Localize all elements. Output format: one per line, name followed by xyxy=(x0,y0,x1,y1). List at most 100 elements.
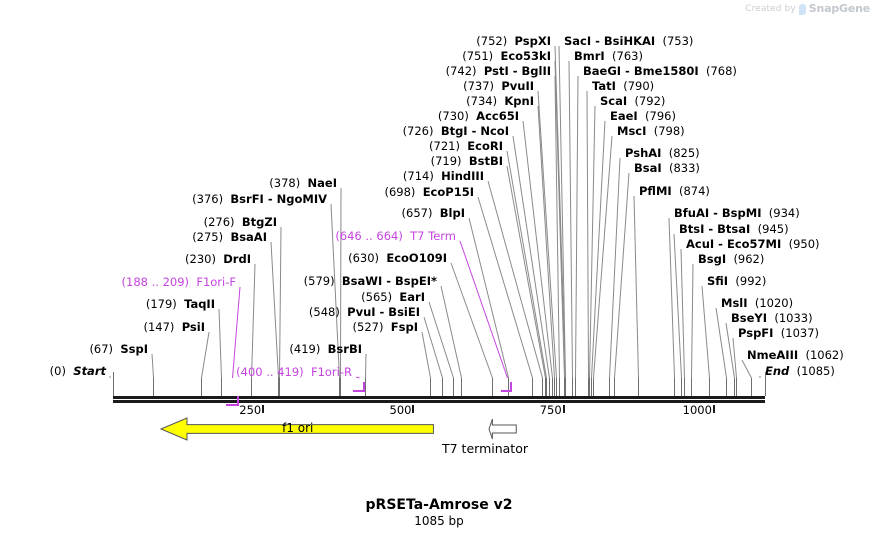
leader-line xyxy=(477,196,533,379)
cut-site-tick xyxy=(508,378,509,396)
cut-site-tick xyxy=(588,378,589,396)
cut-site-tick xyxy=(556,378,557,396)
leader-line xyxy=(459,240,508,379)
label-position: (1062) xyxy=(805,348,844,362)
ruler-label: 250 xyxy=(239,403,262,417)
cut-site-tick xyxy=(609,378,610,396)
cut-site-tick xyxy=(251,378,252,396)
leader-line xyxy=(537,105,555,379)
label-position: (825) xyxy=(668,146,700,160)
label-position: (400 .. 419) xyxy=(236,365,304,379)
label-name: PspXI xyxy=(514,34,551,48)
feature-label-f1ori-r: (400 .. 419) F1ori-R xyxy=(236,366,352,379)
cut-site-tick xyxy=(153,378,154,396)
cut-site-tick xyxy=(545,378,546,396)
leader-line xyxy=(428,301,454,379)
enzyme-label-scai: ScaI (792) xyxy=(600,95,665,108)
label-name: SspI xyxy=(120,342,148,356)
enzyme-label-bfuai-bspmi: BfuAI - BspMI (934) xyxy=(674,207,800,220)
feature-label-t7-term: (646 .. 664) T7 Term xyxy=(335,230,456,243)
enzyme-label-drdi: (230) DrdI xyxy=(185,253,251,266)
label-position: (1037) xyxy=(780,326,820,340)
label-position: (726) xyxy=(402,124,434,138)
leader-line xyxy=(487,180,543,379)
label-name: EcoO109I xyxy=(386,251,447,265)
label-position: (719) xyxy=(430,154,462,168)
ruler-tick xyxy=(262,405,265,413)
label-name: BsaWI - BspEI* xyxy=(341,274,437,288)
leader-line xyxy=(732,337,737,379)
leader-line xyxy=(554,75,560,379)
ruler-tick xyxy=(562,405,565,413)
snapgene-watermark: Created by SnapGene xyxy=(745,2,870,15)
label-position: (768) xyxy=(705,64,737,78)
label-position: (378) xyxy=(269,176,301,190)
cut-site-tick xyxy=(221,378,222,396)
enzyme-label-ecoo109i: (630) EcoO109I xyxy=(348,252,447,265)
label-name: BsgI xyxy=(698,252,727,266)
leader-line xyxy=(741,359,752,379)
leader-line xyxy=(423,316,443,379)
cut-site-tick xyxy=(734,378,735,396)
leader-line xyxy=(440,285,462,379)
label-name: Eco53kI xyxy=(500,49,551,63)
leader-line xyxy=(421,331,431,379)
enzyme-label-bsai: BsaI (833) xyxy=(634,162,700,175)
cut-site-tick xyxy=(492,378,493,396)
cut-site-tick xyxy=(751,378,752,396)
label-position: (1085) xyxy=(796,364,835,378)
cut-site-tick xyxy=(575,378,576,396)
cut-site-tick xyxy=(736,378,737,396)
label-position: (527) xyxy=(352,320,384,334)
enzyme-label-pshai: PshAI (825) xyxy=(625,147,700,160)
enzyme-label-bseyi: BseYI (1033) xyxy=(731,312,813,325)
label-name: Acc65I xyxy=(476,109,519,123)
label-name: EaeI xyxy=(610,109,638,123)
label-position: (751) xyxy=(462,49,494,63)
label-position: (950) xyxy=(788,237,820,251)
enzyme-label-ecori: (721) EcoRI xyxy=(429,140,503,153)
leader-line xyxy=(673,233,682,379)
label-position: (763) xyxy=(612,49,643,63)
cut-site-tick xyxy=(201,378,202,396)
label-name: PstI - BglII xyxy=(483,64,551,78)
label-position: (230) xyxy=(185,252,216,266)
enzyme-label-nmeaiii: NmeAIII (1062) xyxy=(747,349,844,362)
label-position: (657) xyxy=(401,206,433,220)
leader-line xyxy=(522,120,553,379)
cut-site-tick xyxy=(552,378,553,396)
label-position: (646 .. 664) xyxy=(335,229,403,243)
enzyme-label-sspi: (67) SspI xyxy=(89,343,148,356)
leader-line xyxy=(218,308,222,379)
label-name: EarI xyxy=(399,290,425,304)
enzyme-label-eaei: EaeI (796) xyxy=(610,110,676,123)
enzyme-label-pspxi: (752) PspXI xyxy=(476,35,551,48)
page-title: pRSETa-Amrose v2 xyxy=(365,497,513,513)
label-name: NmeAIII xyxy=(747,348,799,362)
cut-site-tick xyxy=(442,378,443,396)
ruler-label: 500 xyxy=(389,403,412,417)
enzyme-label-bsgi: BsgI (962) xyxy=(698,253,764,266)
label-name: BsaI xyxy=(634,161,662,175)
label-name: SacI - BsiHKAI xyxy=(564,34,656,48)
leader-line xyxy=(512,135,550,379)
enzyme-label-sfii: SfiI (992) xyxy=(707,275,766,288)
enzyme-label-pflmi: PflMI (874) xyxy=(639,185,710,198)
leader-line xyxy=(151,353,154,379)
label-name: F1ori-R xyxy=(310,365,352,379)
label-name: PflMI xyxy=(639,184,672,198)
label-name: MscI xyxy=(617,124,647,138)
label-name: KpnI xyxy=(504,94,534,108)
cut-site-tick xyxy=(559,378,560,396)
enzyme-label-bstbi: (719) BstBI xyxy=(431,155,503,168)
enzyme-label-baegi-bme1580i: BaeGI - Bme1580I (768) xyxy=(583,65,737,78)
label-position: (179) xyxy=(145,297,177,311)
enzyme-label-fspi: (527) FspI xyxy=(353,321,418,334)
enzyme-label-saci-bsihkai: SacI - BsiHKAI (753) xyxy=(564,35,693,48)
enzyme-label-btgi-ncoi: (726) BtgI - NcoI xyxy=(403,125,509,138)
leader-line xyxy=(554,60,565,379)
leader-line xyxy=(270,241,279,379)
label-position: (798) xyxy=(653,124,685,138)
cut-site-tick xyxy=(340,378,341,396)
